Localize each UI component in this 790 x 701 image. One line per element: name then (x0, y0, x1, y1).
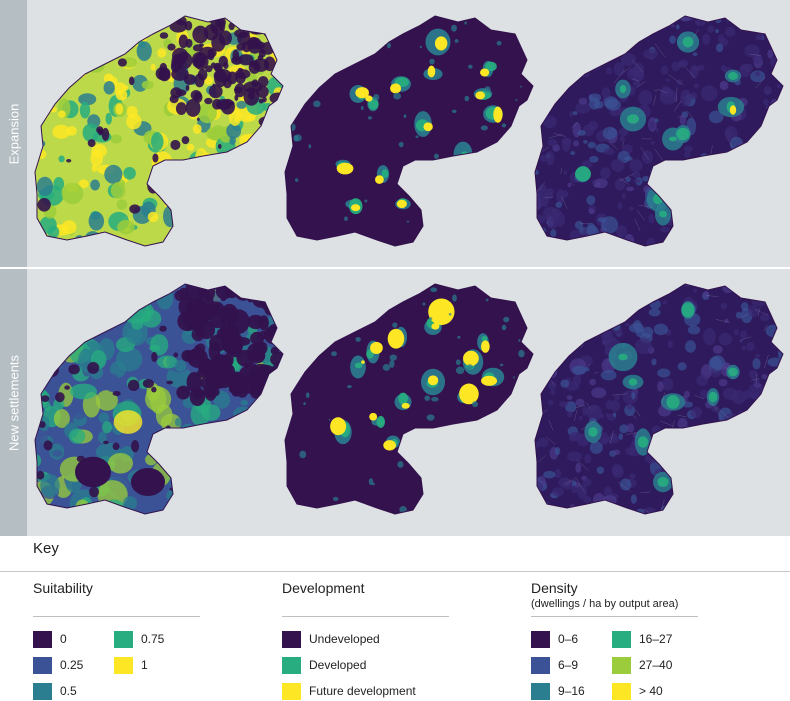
legend-swatch (33, 630, 52, 648)
legend-item-development: Future development (282, 682, 416, 700)
legend-label: 27–40 (639, 658, 673, 672)
legend-swatch (33, 682, 52, 700)
map-dev-new (284, 283, 534, 515)
legend-item-suitability: 0.75 (114, 630, 164, 648)
legend-swatch (531, 630, 550, 648)
key-title: Key (33, 540, 59, 557)
legend-label: 9–16 (558, 684, 585, 698)
legend-item-suitability: 0.5 (33, 682, 77, 700)
legend-swatch (612, 682, 631, 700)
legend-label: Developed (309, 658, 367, 672)
legend-label: 0.5 (60, 684, 77, 698)
legend-item-density: 16–27 (612, 630, 672, 648)
legend-label: 6–9 (558, 658, 579, 672)
legend-divider-suitability (33, 616, 200, 617)
legend-title-density: Density (531, 580, 578, 596)
legend-label: 1 (141, 658, 148, 672)
map-dens-new (534, 283, 784, 515)
legend-item-development: Undeveloped (282, 630, 380, 648)
legend-label: 0.25 (60, 658, 84, 672)
map-suit-exp (34, 15, 284, 247)
map-grid (34, 15, 784, 515)
legend-subtitle-density: (dwellings / ha by output area) (531, 598, 679, 610)
map-dev-exp (284, 15, 534, 247)
legend-swatch (531, 682, 550, 700)
row-label-expansion: Expansion (0, 0, 27, 267)
legend-item-suitability: 0.25 (33, 656, 83, 674)
legend-swatch (282, 656, 301, 674)
legend-divider-density (531, 616, 698, 617)
legend-item-density: 0–6 (531, 630, 578, 648)
legend-label: > 40 (639, 684, 663, 698)
legend-label: Future development (309, 684, 416, 698)
map-suit-new (34, 283, 284, 515)
legend-title-development: Development (282, 580, 365, 596)
legend-item-density: 6–9 (531, 656, 578, 674)
legend-divider-development (282, 616, 449, 617)
legend-item-suitability: 1 (114, 656, 148, 674)
map-dens-exp (534, 15, 784, 247)
legend-item-development: Developed (282, 656, 366, 674)
legend-label: Undeveloped (309, 632, 380, 646)
legend-label: 0 (60, 632, 67, 646)
row-label-new-settlements: New settlements (0, 269, 27, 536)
legend-label: 0.75 (141, 632, 165, 646)
legend-swatch (612, 630, 631, 648)
legend-swatch (33, 656, 52, 674)
legend-title-suitability: Suitability (33, 580, 93, 596)
legend-item-density: 27–40 (612, 656, 672, 674)
legend-label: 0–6 (558, 632, 579, 646)
row-divider (0, 267, 790, 269)
legend-swatch (612, 656, 631, 674)
key-divider (0, 571, 790, 572)
legend-swatch (114, 630, 133, 648)
legend-item-density: 9–16 (531, 682, 585, 700)
legend-swatch (531, 656, 550, 674)
legend-item-density: > 40 (612, 682, 663, 700)
legend-item-suitability: 0 (33, 630, 67, 648)
legend-swatch (282, 682, 301, 700)
legend-label: 16–27 (639, 632, 673, 646)
legend-swatch (114, 656, 133, 674)
legend-swatch (282, 630, 301, 648)
